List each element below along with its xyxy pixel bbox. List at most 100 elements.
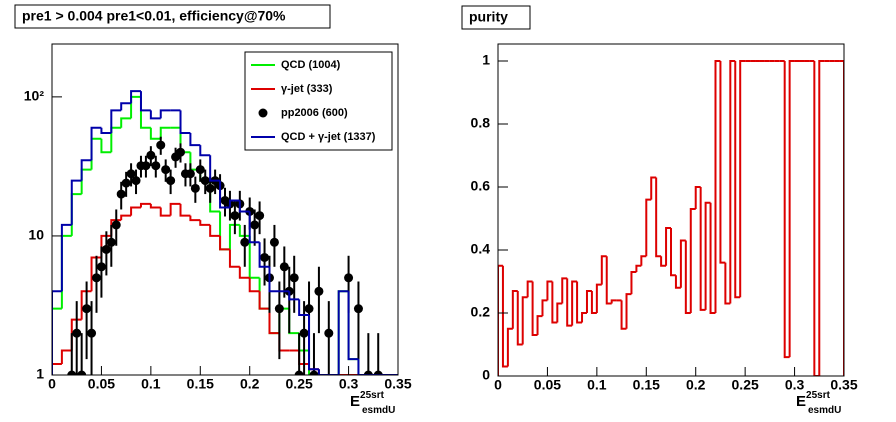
data-point <box>299 328 309 338</box>
histogram-bin <box>110 109 122 133</box>
histogram-bin <box>689 208 696 314</box>
histogram-bin <box>238 266 250 279</box>
histogram-bin <box>120 102 132 111</box>
x-tick-label: 0 <box>494 377 502 393</box>
y-tick-label: 0.4 <box>471 241 491 257</box>
data-point <box>373 370 383 375</box>
histogram-bin <box>228 199 240 208</box>
histogram-bin <box>585 289 592 314</box>
histogram-bin <box>258 242 270 268</box>
histogram-bin <box>347 291 359 361</box>
histogram-bin <box>709 202 716 315</box>
data-point <box>77 370 87 375</box>
histogram-bin <box>556 302 563 323</box>
data-point <box>240 237 250 247</box>
data-point <box>161 165 171 175</box>
y-tick-label: 10 <box>28 227 44 243</box>
histogram-bin <box>90 137 102 170</box>
y-tick-label: 0.6 <box>471 178 491 194</box>
histogram-bin <box>590 290 597 315</box>
legend-label: QCD + γ-jet (1337) <box>281 131 376 143</box>
x-label-sup: 25srt <box>806 390 831 401</box>
histogram-bin <box>704 201 711 310</box>
data-point <box>309 370 319 375</box>
histogram-bin <box>595 283 602 314</box>
data-point <box>156 140 166 150</box>
histogram-bin <box>660 256 667 267</box>
histogram-bin <box>788 60 795 358</box>
x-label-sub: esmdU <box>808 405 841 416</box>
histogram-bin <box>581 312 587 323</box>
data-point <box>279 262 289 272</box>
x-label-base: E <box>350 393 360 410</box>
histogram-bin <box>511 289 518 329</box>
data-point <box>87 328 97 338</box>
histogram-bin <box>625 293 632 329</box>
histogram-bin <box>258 291 270 310</box>
histogram-bin <box>209 155 221 182</box>
x-tick-label: 0.05 <box>88 376 115 392</box>
histogram-bin <box>337 290 349 375</box>
data-point <box>166 176 176 186</box>
histogram-bin <box>80 168 92 195</box>
x-label-base: E <box>796 393 806 410</box>
histogram-bin <box>357 359 369 375</box>
histogram-bin <box>684 240 691 315</box>
histogram-bin <box>238 224 250 237</box>
data-point <box>82 304 92 314</box>
histogram-bin <box>209 224 221 237</box>
data-point <box>96 262 106 272</box>
histogram-bin <box>714 60 721 314</box>
x-tick-label: 0.15 <box>187 376 214 392</box>
histogram-bin <box>60 234 72 309</box>
histogram-bin <box>679 239 686 288</box>
data-point <box>131 176 141 186</box>
data-point <box>255 211 265 221</box>
data-point <box>111 220 121 230</box>
histogram-bin <box>640 255 647 266</box>
histogram-bin <box>521 296 528 345</box>
histogram-bin <box>516 290 523 346</box>
histogram-bin <box>347 291 359 361</box>
histogram-bin <box>317 369 329 375</box>
histogram-bin <box>70 179 82 225</box>
histogram-bin <box>699 187 706 311</box>
plot-frame <box>497 43 845 377</box>
histogram-bin <box>219 180 230 209</box>
data-point <box>176 147 186 157</box>
histogram-bin <box>288 291 300 301</box>
title-box <box>461 5 531 30</box>
histogram-bin <box>566 278 573 327</box>
histogram-bin <box>159 126 171 139</box>
histogram-bin <box>670 227 676 277</box>
data-point <box>151 161 161 171</box>
histogram-bin <box>268 308 280 335</box>
data-point <box>106 237 116 247</box>
legend-label: QCD (1004) <box>281 59 341 71</box>
y-tick-label: 1 <box>36 366 44 382</box>
x-tick-label: 0.05 <box>534 377 561 393</box>
histogram-bin <box>199 220 211 226</box>
x-tick-label: 0.35 <box>830 377 857 393</box>
x-axis-label: E25srt esmdU <box>350 390 395 416</box>
histogram-bin <box>541 299 548 317</box>
x-tick-label: 0.25 <box>732 377 759 393</box>
data-point <box>67 370 77 375</box>
y-tick-label: 0.2 <box>471 304 491 320</box>
histogram-bin <box>149 110 161 120</box>
data-point <box>274 304 284 314</box>
y-tick-label: 0.8 <box>471 115 491 131</box>
histogram-bin <box>179 203 191 217</box>
histogram-bin <box>219 235 230 251</box>
data-point <box>185 169 195 179</box>
data-point <box>91 273 101 283</box>
histogram-bin <box>228 223 240 250</box>
data-point <box>195 165 205 175</box>
data-point <box>126 169 136 179</box>
histogram-bin <box>734 61 741 299</box>
histogram-bin <box>298 299 310 317</box>
data-point <box>72 328 82 338</box>
data-point <box>200 176 210 186</box>
histogram-bin <box>674 275 681 289</box>
y-tick-label: 0 <box>482 367 490 383</box>
